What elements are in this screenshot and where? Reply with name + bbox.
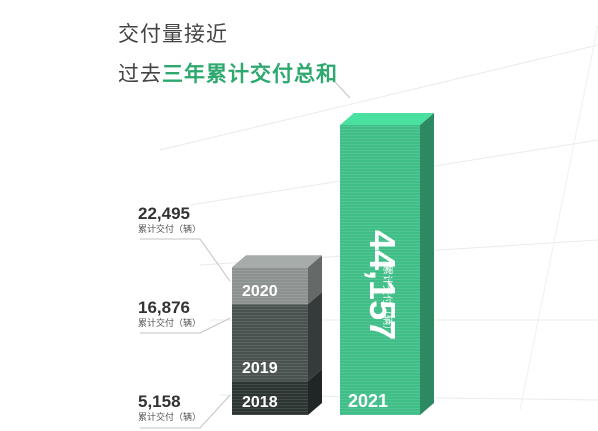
- headline-line-2: 过去三年累计交付总和: [118, 58, 338, 88]
- leader-line-2019: [140, 317, 231, 334]
- bar-segment-2018: [232, 369, 322, 415]
- bar-segment-2018-front-texture: [232, 381, 308, 415]
- leader-line-headline: [334, 81, 351, 99]
- bar-segment-2020-side: [308, 255, 322, 305]
- perspective-line-0: [159, 44, 598, 151]
- callout-2018: 5,158 累计交付（辆）: [138, 393, 201, 423]
- bar-segment-2019: [232, 292, 322, 382]
- value-label-2018: 5,158: [138, 392, 181, 411]
- segment-year-label-2018: 2018: [242, 394, 278, 411]
- bar-2021-top: [340, 113, 434, 125]
- bar-2021-side: [420, 113, 434, 415]
- segment-year-label-2019: 2019: [242, 360, 278, 377]
- value-label-2019: 16,876: [138, 298, 190, 317]
- unit-label-2018: 累计交付（辆）: [138, 412, 202, 422]
- bar-segment-2018-side: [308, 369, 322, 415]
- bar-segment-2020-front-texture: [232, 267, 308, 305]
- segment-year-label-2020: 2020: [242, 283, 278, 300]
- bar-segment-2019-side: [308, 292, 322, 382]
- leader-line-2018: [140, 394, 231, 429]
- headline-line-1: 交付量接近: [118, 22, 228, 46]
- leader-line-2020: [140, 238, 231, 282]
- unit-label-2020: 累计交付（辆）: [138, 224, 202, 234]
- bar-value-label-2021: 44,157: [362, 230, 403, 340]
- bar-unit-label-2021: 累计交付（辆）: [381, 265, 394, 335]
- leader-lines: [140, 81, 351, 429]
- callout-2019: 16,876 累计交付（辆）: [138, 299, 201, 329]
- bar-segment-2020-top: [232, 255, 322, 268]
- bar-segment-2020: [232, 255, 322, 305]
- bar-2021: [340, 113, 434, 415]
- perspective-line-v: [519, 24, 598, 411]
- bar-year-label-2021: 2021: [348, 391, 388, 411]
- unit-label-2019: 累计交付（辆）: [138, 318, 202, 328]
- headline-accent: 三年累计交付总和: [162, 62, 338, 86]
- value-label-2020: 22,495: [138, 204, 190, 223]
- headline-prefix: 过去: [118, 62, 162, 86]
- bar-segment-2019-front-texture: [232, 304, 308, 382]
- bar-2021-front-texture: [340, 125, 420, 415]
- callout-2020: 22,495 累计交付（辆）: [138, 205, 201, 235]
